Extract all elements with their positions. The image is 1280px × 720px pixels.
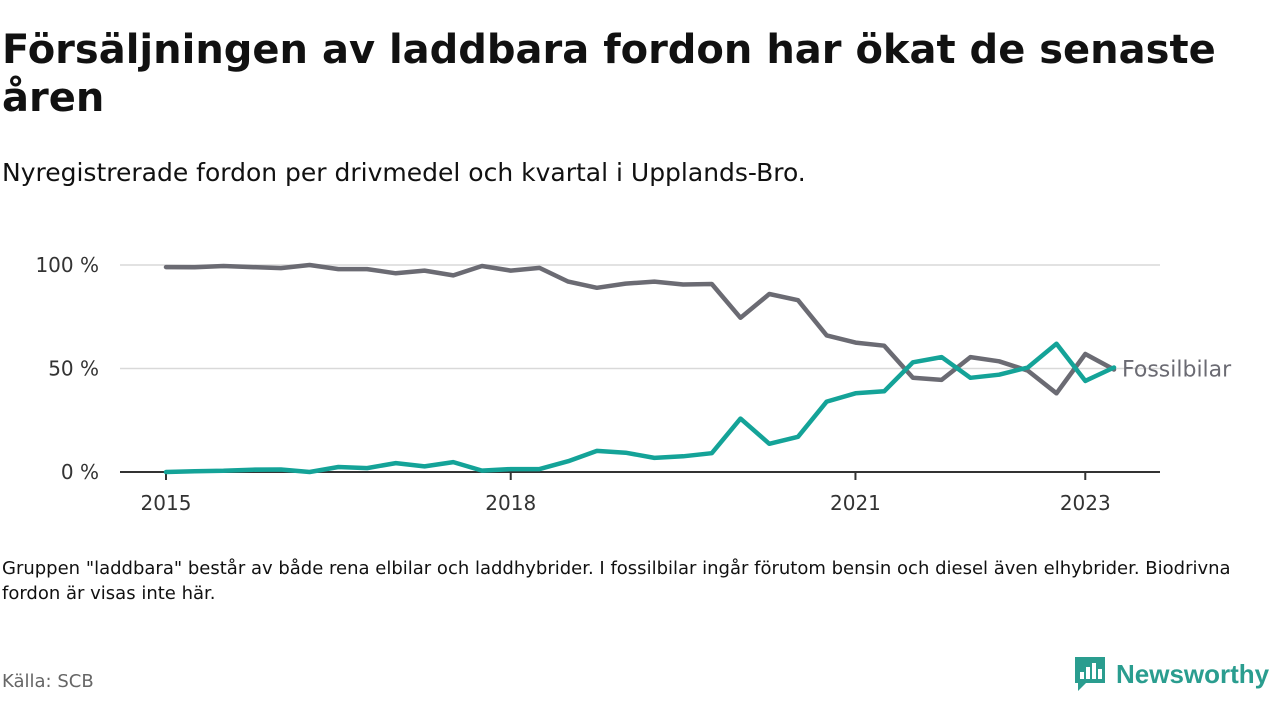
series-lines	[163, 262, 1117, 475]
series-line-fossil	[163, 262, 1117, 396]
newsworthy-logo-icon	[1075, 657, 1105, 691]
y-axis-ticks: 0 % 50 % 100 %	[35, 253, 99, 484]
chart-subtitle: Nyregistrerade fordon per drivmedel och …	[2, 158, 806, 187]
y-tick-label: 0 %	[61, 460, 99, 484]
line-chart: 0 % 50 % 100 % 2015 2018 2021 2023 Fossilbila…	[35, 253, 1232, 515]
y-tick-label: 100 %	[35, 253, 99, 277]
series-labels: Fossilbilar	[1122, 358, 1232, 383]
gridlines	[120, 264, 1160, 473]
chart-title: Försäljningen av laddbara fordon har öka…	[2, 27, 1216, 121]
x-tick-label: 2015	[141, 491, 192, 515]
x-tick-label: 2023	[1060, 491, 1111, 515]
logo-text: Newsworthy	[1116, 658, 1270, 689]
source-credit: Källa: SCB	[2, 671, 94, 692]
x-tick-label: 2021	[830, 491, 881, 515]
x-axis-ticks: 2015 2018 2021 2023	[141, 472, 1111, 515]
series-label-fossil: Fossilbilar	[1122, 358, 1232, 383]
x-tick-label: 2018	[485, 491, 536, 515]
y-tick-label: 50 %	[48, 357, 99, 381]
footnote: Gruppen "laddbara" består av både rena e…	[2, 558, 1231, 604]
series-line-laddbara	[163, 341, 1117, 475]
newsworthy-logo: Newsworthy	[1072, 654, 1269, 694]
